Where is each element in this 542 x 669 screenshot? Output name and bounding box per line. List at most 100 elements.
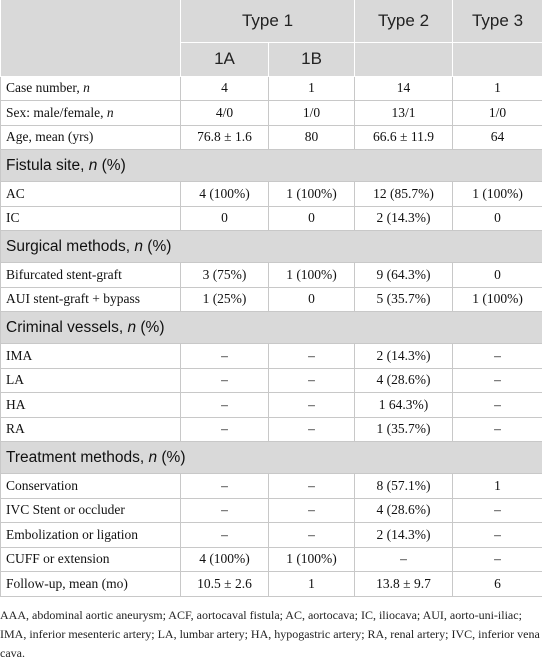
data-table: Type 1 Type 2 Type 3 1A 1B Case number, … xyxy=(0,0,542,597)
row-label: HA xyxy=(0,392,181,418)
cell: 1 (35.7%) xyxy=(354,416,454,442)
label-text: RA xyxy=(6,421,25,437)
column-header: Type 1 xyxy=(180,0,356,43)
section-title: Fistula site, n (%) xyxy=(0,149,542,182)
row-label: Case number, n xyxy=(0,75,181,101)
row-label: CUFF or extension xyxy=(0,546,181,572)
data-row: IMA – –2 (14.3%) – xyxy=(0,343,542,369)
cell: 13.8 ± 9.7 xyxy=(354,571,454,597)
row-label: AUI stent-graft + bypass xyxy=(0,286,181,312)
data-row: Bifurcated stent-graft 3 (75%) 1 (100%) 9 (… xyxy=(0,262,542,288)
cell: 4 (100%) xyxy=(180,546,269,572)
label-text: n xyxy=(88,156,98,174)
cell: 1 (25%) xyxy=(180,286,269,312)
cell: 0 xyxy=(452,262,542,288)
row-label: Conservation xyxy=(0,473,181,499)
data-row: RA – –1 (35.7%) – xyxy=(0,416,542,442)
label-text: Embolization or ligation xyxy=(6,526,138,542)
row-label: Age, mean (yrs) xyxy=(0,124,181,150)
cell: 1 64.3%) xyxy=(354,392,454,418)
cell: 76.8 ± 1.6 xyxy=(180,124,269,150)
cell: 1 xyxy=(452,75,542,101)
label-text: Bifurcated stent-graft xyxy=(6,266,122,282)
data-row: Age, mean (yrs) 76.8 ± 1.6 80 66.6 ± 11.9 64 xyxy=(0,124,542,150)
data-row: AC 4 (100%) 1 (100%) 12 (85.7%) 1 (100%) xyxy=(0,181,542,207)
label-text: n xyxy=(106,104,114,120)
row-label: AC xyxy=(0,181,181,207)
label-text: Conservation xyxy=(6,477,78,493)
label-text: Case number, xyxy=(6,80,84,96)
cell: – xyxy=(180,392,269,418)
section-title: Criminal vessels, n (%) xyxy=(0,311,542,344)
section-row: Treatment methods, n (%) xyxy=(0,441,542,474)
section-row: Fistula site, n (%) xyxy=(0,149,542,182)
cell: 1/0 xyxy=(267,100,356,126)
cell: 2 (14.3%) xyxy=(354,522,454,548)
table-body: Case number, n 4 1 14 1 Sex: male/female, n 4/… xyxy=(0,75,542,597)
cell: – xyxy=(267,522,356,548)
label-text: (%) xyxy=(97,156,126,174)
cell: – xyxy=(180,522,269,548)
cell: 0 xyxy=(267,286,356,312)
label-text: Surgical methods, xyxy=(6,237,135,255)
cell: – xyxy=(452,522,542,548)
cell: 0 xyxy=(267,205,356,231)
data-row: IC 0 0 2 (14.3%) 0 xyxy=(0,205,542,231)
row-label: IMA xyxy=(0,343,181,369)
cell: – xyxy=(267,343,356,369)
label-text: Fistula site, xyxy=(6,156,89,174)
row-label: IVC Stent or occluder xyxy=(0,497,181,523)
data-row: LA – –4 (28.6%) – xyxy=(0,367,542,393)
cell: 0 xyxy=(452,205,542,231)
cell: – xyxy=(354,546,454,572)
cell: 8 (57.1%) xyxy=(354,473,454,499)
cell: – xyxy=(180,343,269,369)
label-text: HA xyxy=(6,396,26,412)
cell: 10.5 ± 2.6 xyxy=(180,571,269,597)
label-text: n xyxy=(83,80,90,96)
cell: 1 (100%) xyxy=(267,546,356,572)
cell: – xyxy=(180,367,269,393)
data-row: CUFF or extension 4 (100%) 1 (100%) – – xyxy=(0,546,542,572)
section-title: Treatment methods, n (%) xyxy=(0,441,542,474)
cell: 4 (100%) xyxy=(180,181,269,207)
corner-cell xyxy=(0,0,181,77)
cell: – xyxy=(267,416,356,442)
cell: 1 xyxy=(267,75,356,101)
column-header: Type 2 xyxy=(354,0,454,43)
cell: – xyxy=(180,473,269,499)
cell: 2 (14.3%) xyxy=(354,205,454,231)
cell: 1 (100%) xyxy=(267,262,356,288)
cell: 3 (75%) xyxy=(180,262,269,288)
cell: – xyxy=(267,497,356,523)
footnote: AAA, abdominal aortic aneurysm; ACF, aor… xyxy=(0,608,540,660)
label-text: n xyxy=(148,448,158,466)
label-text: AUI stent-graft + bypass xyxy=(6,291,140,307)
cell: 4 (28.6%) xyxy=(354,497,454,523)
subcolumn-header: 1B xyxy=(268,42,356,77)
section-row: Surgical methods, n (%) xyxy=(0,230,542,263)
row-label: LA xyxy=(0,367,181,393)
label-text: Treatment methods, xyxy=(6,448,149,466)
label-text: Follow-up, mean (mo) xyxy=(6,575,128,591)
label-text: (%) xyxy=(143,237,172,255)
data-row: Case number, n 4 1 14 1 xyxy=(0,75,542,101)
cell: 2 (14.3%) xyxy=(354,343,454,369)
row-label: Embolization or ligation xyxy=(0,522,181,548)
cell: 4 xyxy=(180,75,269,101)
empty-header xyxy=(354,42,454,77)
subcolumn-header: 1A xyxy=(180,42,269,77)
data-row: IVC Stent or occluder – –4 (28.6%) – xyxy=(0,497,542,523)
label-text: (%) xyxy=(157,448,186,466)
section-title: Surgical methods, n (%) xyxy=(0,230,542,263)
label-text: n xyxy=(127,318,137,336)
row-label: RA xyxy=(0,416,181,442)
cell: – xyxy=(452,416,542,442)
cell: 64 xyxy=(452,124,542,150)
cell: 1/0 xyxy=(452,100,542,126)
cell: – xyxy=(452,392,542,418)
cell: 5 (35.7%) xyxy=(354,286,454,312)
label-text: Age, mean (yrs) xyxy=(6,129,94,145)
cell: – xyxy=(267,367,356,393)
